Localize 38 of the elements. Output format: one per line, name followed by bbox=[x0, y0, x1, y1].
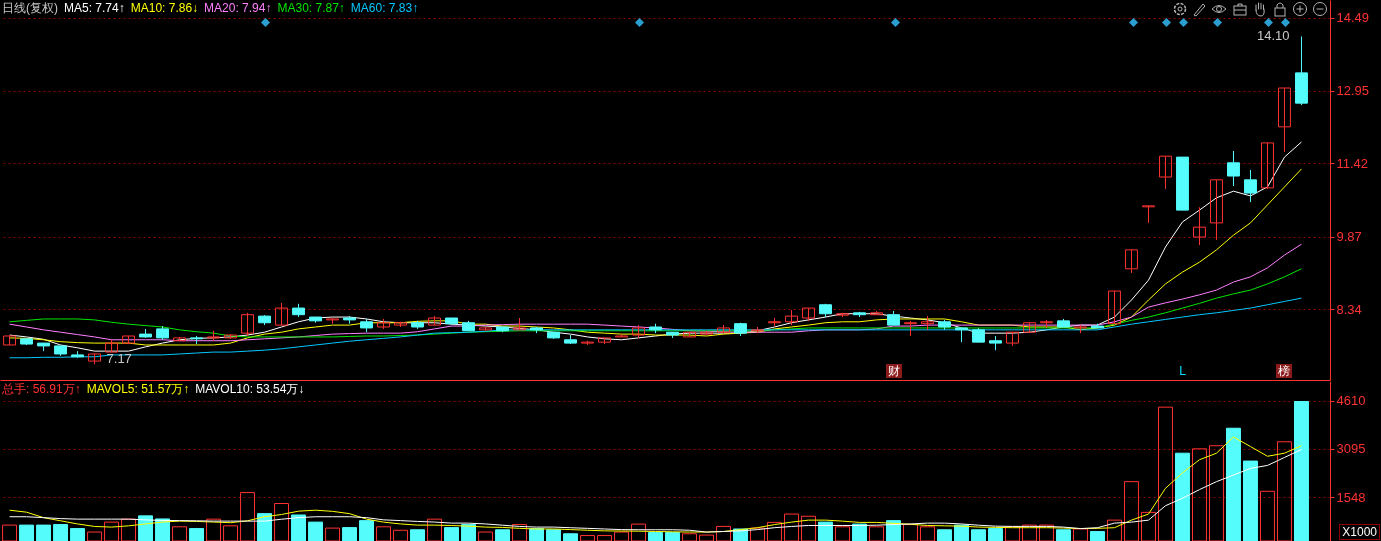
candlestick bbox=[1244, 169, 1257, 203]
y-tick-label: 9.87 bbox=[1336, 229, 1362, 245]
y-tick-label: 14.49 bbox=[1336, 10, 1370, 26]
text: MAVOL5: 51.57万↑ bbox=[86, 382, 190, 396]
candlestick bbox=[241, 312, 254, 337]
candlestick bbox=[1159, 155, 1172, 190]
annotation: 14.10 bbox=[1255, 28, 1291, 43]
y-tick-label: 1548 bbox=[1336, 489, 1366, 505]
y-tick-label: 8.34 bbox=[1336, 301, 1362, 317]
y-tick-label: 12.95 bbox=[1336, 83, 1370, 99]
candlestick bbox=[1023, 322, 1036, 333]
candlestick bbox=[1142, 205, 1155, 224]
text: MAVOL10: 53.54万↓ bbox=[195, 382, 305, 396]
annotation: L bbox=[1178, 364, 1187, 378]
text: MA10: 7.86↓ bbox=[130, 1, 199, 15]
annotation: 7.17 bbox=[105, 351, 133, 366]
text: MA30: 7.87↑ bbox=[277, 1, 345, 15]
candlestick bbox=[1193, 206, 1206, 246]
annotation: 榜 bbox=[1276, 364, 1293, 378]
y-tick-label: 11.42 bbox=[1336, 155, 1369, 171]
candlestick bbox=[1125, 249, 1138, 274]
text: MA5: 7.74↑ bbox=[64, 1, 125, 15]
annotation: 财 bbox=[885, 364, 902, 378]
candlestick bbox=[275, 302, 288, 326]
chart-title: 日线(复权) bbox=[2, 1, 58, 15]
candlestick bbox=[1227, 150, 1240, 187]
line-series bbox=[9, 268, 1302, 338]
text: MA60: 7.83↑ bbox=[350, 1, 419, 15]
candlestick bbox=[1278, 87, 1291, 153]
y-tick-label: 4610 bbox=[1336, 393, 1366, 409]
line-series bbox=[9, 243, 1302, 342]
candlestick bbox=[1210, 179, 1223, 241]
candlestick bbox=[1108, 290, 1121, 325]
candlestick bbox=[1261, 142, 1274, 190]
text: 总手: 56.91万↑ bbox=[2, 382, 81, 396]
text: MA20: 7.94↑ bbox=[204, 1, 272, 15]
y-tick-label: 3095 bbox=[1336, 441, 1366, 457]
text: X1000 bbox=[1339, 524, 1380, 540]
